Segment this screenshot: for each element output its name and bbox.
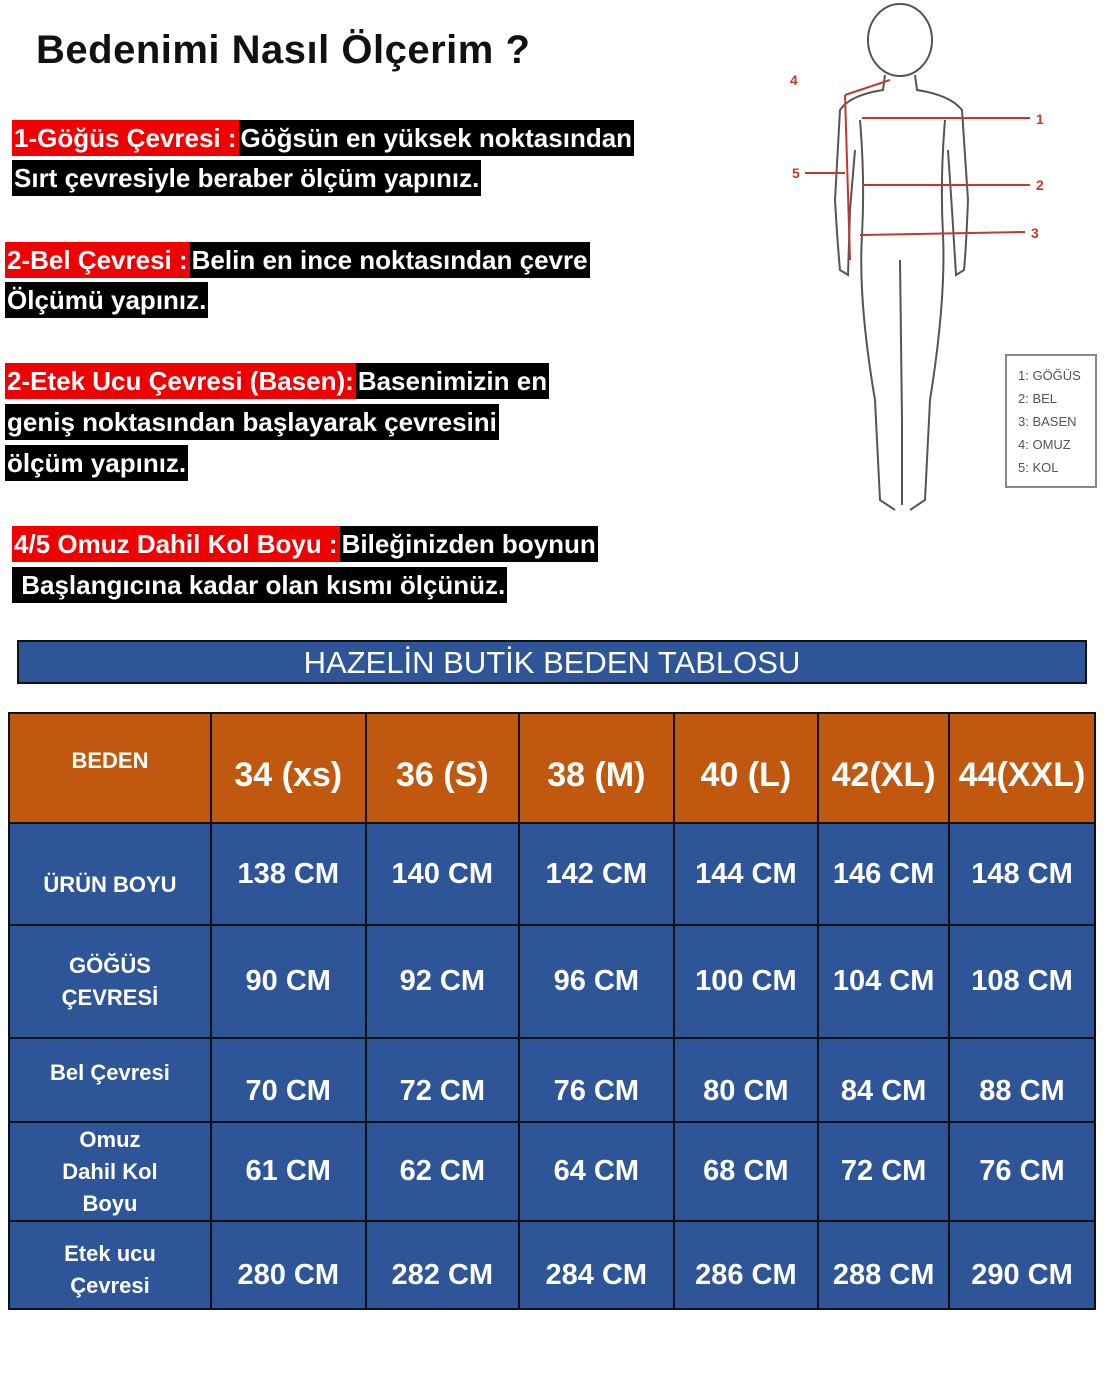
instruction-hip: 2-Etek Ucu Çevresi (Basen): Basenimizin e…: [5, 363, 550, 399]
body-outline: [833, 3, 970, 511]
table-row: GÖĞÜS ÇEVRESİ 90 CM 92 CM 96 CM 100 CM 1…: [8, 924, 1096, 1039]
table-header-row: BEDEN 34 (xs) 36 (S) 38 (M) 40 (L) 42(XL…: [8, 712, 1096, 824]
table-cell: 68 CM: [672, 1121, 820, 1222]
table-row: Omuz Dahil Kol Boyu 61 CM 62 CM 64 CM 68…: [8, 1121, 1096, 1222]
legend-item: 4: OMUZ: [1018, 437, 1071, 452]
instruction-hip-line3: ölçüm yapınız.: [5, 445, 189, 481]
header-cell: 34 (xs): [209, 712, 367, 824]
table-cell: 104 CM: [817, 924, 951, 1039]
table-cell: 64 CM: [518, 1121, 675, 1222]
table-cell: 84 CM: [817, 1037, 951, 1123]
table-cell: 72 CM: [817, 1121, 951, 1222]
instruction-waist-line2: Ölçümü yapınız.: [5, 282, 209, 318]
row-label: ÜRÜN BOYU: [8, 822, 212, 926]
table-row: Bel Çevresi 70 CM 72 CM 76 CM 80 CM 84 C…: [8, 1037, 1096, 1123]
table-cell: 88 CM: [948, 1037, 1096, 1123]
header-cell: 36 (S): [364, 712, 521, 824]
table-cell: 280 CM: [209, 1220, 367, 1310]
table-cell: 138 CM: [209, 822, 367, 926]
table-cell: 100 CM: [672, 924, 820, 1039]
table-cell: 290 CM: [948, 1220, 1096, 1310]
table-cell: 284 CM: [518, 1220, 675, 1310]
header-cell: 38 (M): [518, 712, 675, 824]
instruction-sleeve: 4/5 Omuz Dahil Kol Boyu : Bileğinizden bo…: [12, 526, 598, 562]
row-label: GÖĞÜS ÇEVRESİ: [8, 924, 212, 1039]
instruction-sleeve-line2: Başlangıcına kadar olan kısmı ölçünüz.: [12, 567, 508, 603]
table-cell: 146 CM: [817, 822, 951, 926]
page-title: Bedenimi Nasıl Ölçerim ?: [36, 28, 531, 72]
row-label: Etek ucu Çevresi: [8, 1220, 212, 1310]
row-label: Omuz Dahil Kol Boyu: [8, 1121, 212, 1222]
marker-2: 2: [1036, 177, 1044, 193]
table-cell: 72 CM: [364, 1037, 521, 1123]
table-cell: 92 CM: [364, 924, 521, 1039]
table-cell: 144 CM: [672, 822, 820, 926]
header-cell: 42(XL): [817, 712, 951, 824]
legend-item: 2: BEL: [1018, 391, 1057, 406]
table-cell: 282 CM: [364, 1220, 521, 1310]
instruction-waist: 2-Bel Çevresi : Belin en ince noktasından…: [5, 242, 590, 278]
body-measurement-figure: 1 2 3 4 5 1: GÖĞÜS 2: BEL 3: BASEN 4: OM…: [790, 3, 1097, 511]
header-cell: 40 (L): [672, 712, 820, 824]
marker-1: 1: [1036, 111, 1044, 127]
legend-item: 5: KOL: [1018, 460, 1058, 475]
table-cell: 62 CM: [364, 1121, 521, 1222]
table-cell: 76 CM: [948, 1121, 1096, 1222]
table-cell: 61 CM: [209, 1121, 367, 1222]
table-cell: 108 CM: [948, 924, 1096, 1039]
size-table: BEDEN 34 (xs) 36 (S) 38 (M) 40 (L) 42(XL…: [8, 712, 1096, 1310]
table-cell: 140 CM: [364, 822, 521, 926]
instruction-chest: 1-Göğüs Çevresi : Göğsün en yüksek noktas…: [12, 120, 635, 156]
legend-box: [1005, 354, 1097, 488]
legend-item: 1: GÖĞÜS: [1018, 368, 1081, 383]
row-label: Bel Çevresi: [8, 1037, 212, 1123]
legend-item: 3: BASEN: [1018, 414, 1077, 429]
table-cell: 96 CM: [518, 924, 675, 1039]
table-cell: 70 CM: [209, 1037, 367, 1123]
table-row: ÜRÜN BOYU 138 CM 140 CM 142 CM 144 CM 14…: [8, 822, 1096, 926]
table-cell: 286 CM: [672, 1220, 820, 1310]
instruction-chest-line2: Sırt çevresiyle beraber ölçüm yapınız.: [12, 160, 482, 196]
table-cell: 80 CM: [672, 1037, 820, 1123]
table-row: Etek ucu Çevresi 280 CM 282 CM 284 CM 28…: [8, 1220, 1096, 1310]
table-cell: 148 CM: [948, 822, 1096, 926]
marker-3: 3: [1031, 225, 1039, 241]
table-cell: 142 CM: [518, 822, 675, 926]
header-cell: 44(XXL): [948, 712, 1096, 824]
table-cell: 76 CM: [518, 1037, 675, 1123]
instruction-hip-line2: geniş noktasından başlayarak çevresini: [5, 404, 499, 440]
table-cell: 288 CM: [817, 1220, 951, 1310]
marker-5: 5: [792, 165, 800, 181]
table-cell: 90 CM: [209, 924, 367, 1039]
header-cell: BEDEN: [8, 712, 212, 824]
marker-4: 4: [790, 72, 798, 88]
measurement-lines: [805, 79, 1030, 261]
size-table-banner: HAZELİN BUTİK BEDEN TABLOSU: [17, 640, 1087, 684]
